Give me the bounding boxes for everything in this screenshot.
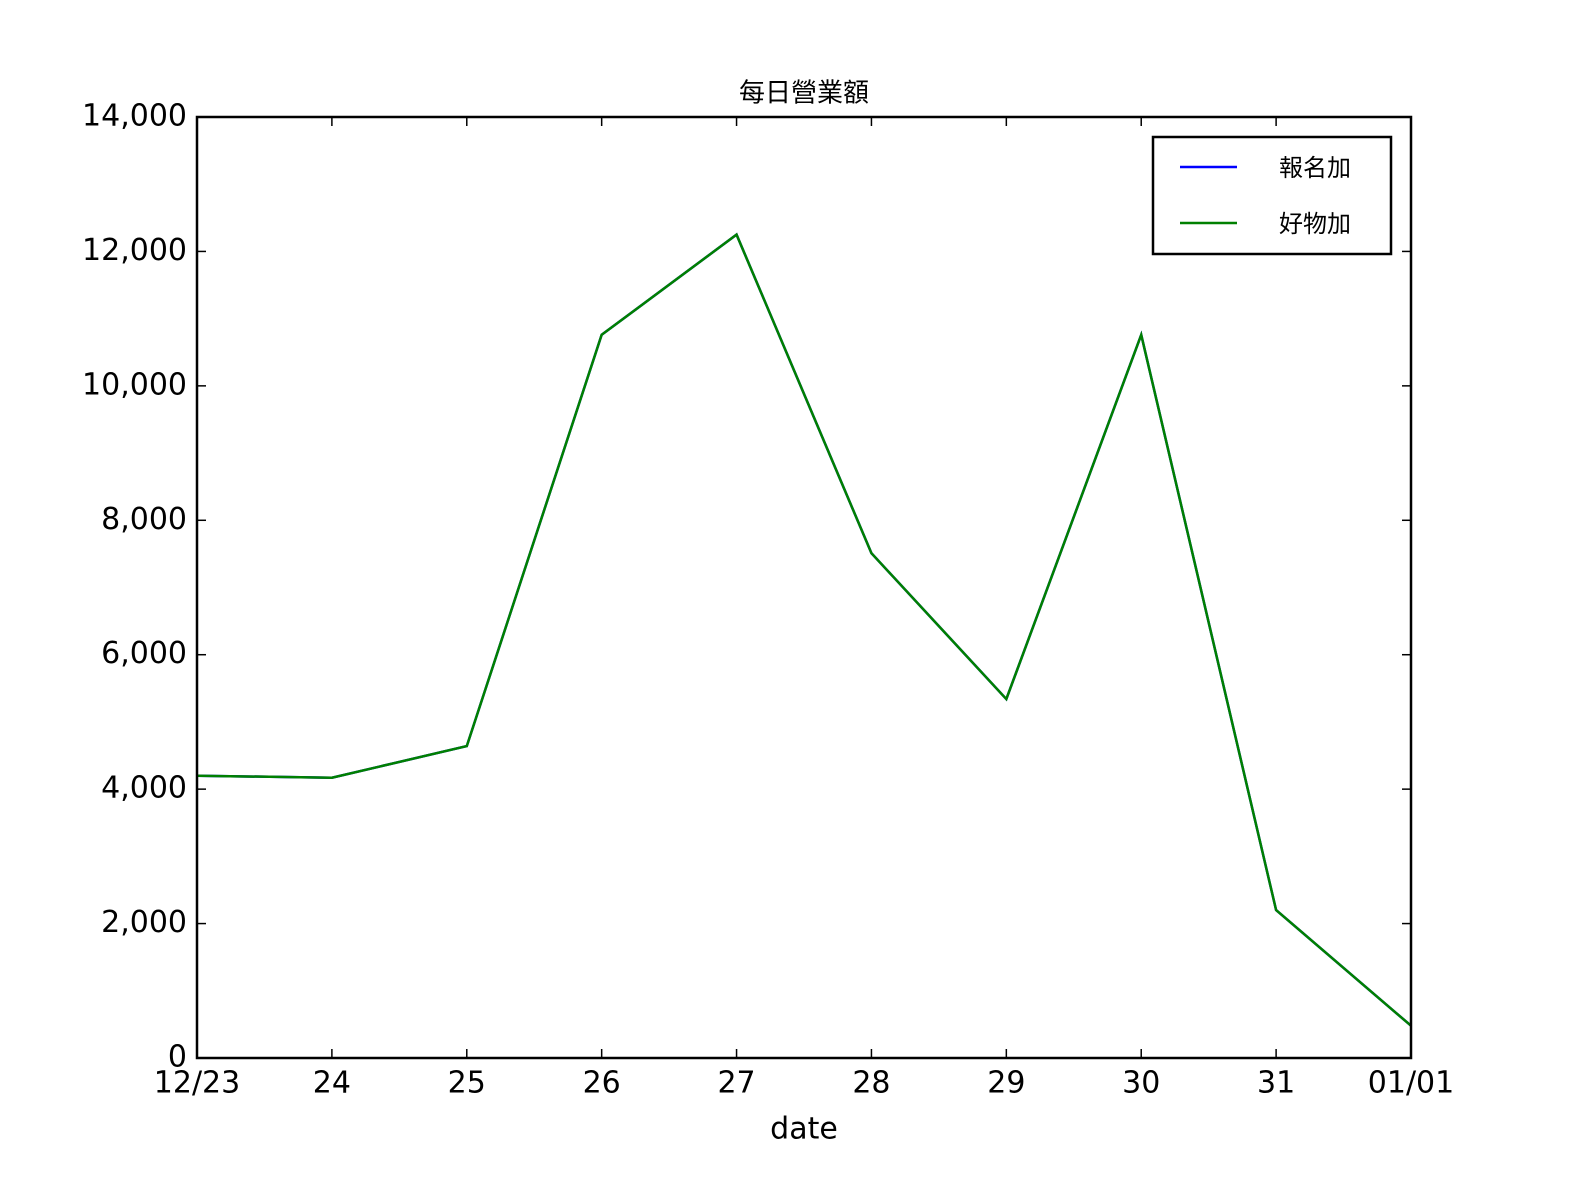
x-tick-label: 28 bbox=[852, 1066, 890, 1101]
y-tick-label: 4,000 bbox=[101, 771, 187, 806]
x-tick-label: 31 bbox=[1257, 1066, 1295, 1101]
x-axis-label: date bbox=[770, 1112, 838, 1147]
x-tick-label: 26 bbox=[583, 1066, 621, 1101]
y-tick-label: 8,000 bbox=[101, 502, 187, 537]
y-tick-label: 0 bbox=[168, 1040, 187, 1075]
x-tick-label: 30 bbox=[1122, 1066, 1160, 1101]
x-tick-label: 29 bbox=[987, 1066, 1025, 1101]
y-tick-label: 14,000 bbox=[82, 99, 187, 134]
line-series bbox=[196, 232, 1412, 1027]
legend-box bbox=[1151, 135, 1393, 256]
legend-label: 好物加 bbox=[1279, 210, 1351, 238]
y-tick-label: 6,000 bbox=[101, 636, 187, 671]
legend-label: 報名加 bbox=[1279, 154, 1351, 182]
plot-frame bbox=[195, 115, 1413, 1060]
y-tick-label: 2,000 bbox=[101, 905, 187, 940]
x-tick-label: 12/23 bbox=[154, 1066, 240, 1101]
y-tick-label: 12,000 bbox=[82, 233, 187, 268]
chart-title: 每日營業額 bbox=[739, 79, 869, 109]
x-tick-label: 01/01 bbox=[1368, 1066, 1454, 1101]
x-tick-label: 27 bbox=[717, 1066, 755, 1101]
y-tick-label: 10,000 bbox=[82, 367, 187, 402]
line-series bbox=[196, 232, 1412, 1027]
x-tick-label: 24 bbox=[313, 1066, 351, 1101]
x-tick-label: 25 bbox=[448, 1066, 486, 1101]
